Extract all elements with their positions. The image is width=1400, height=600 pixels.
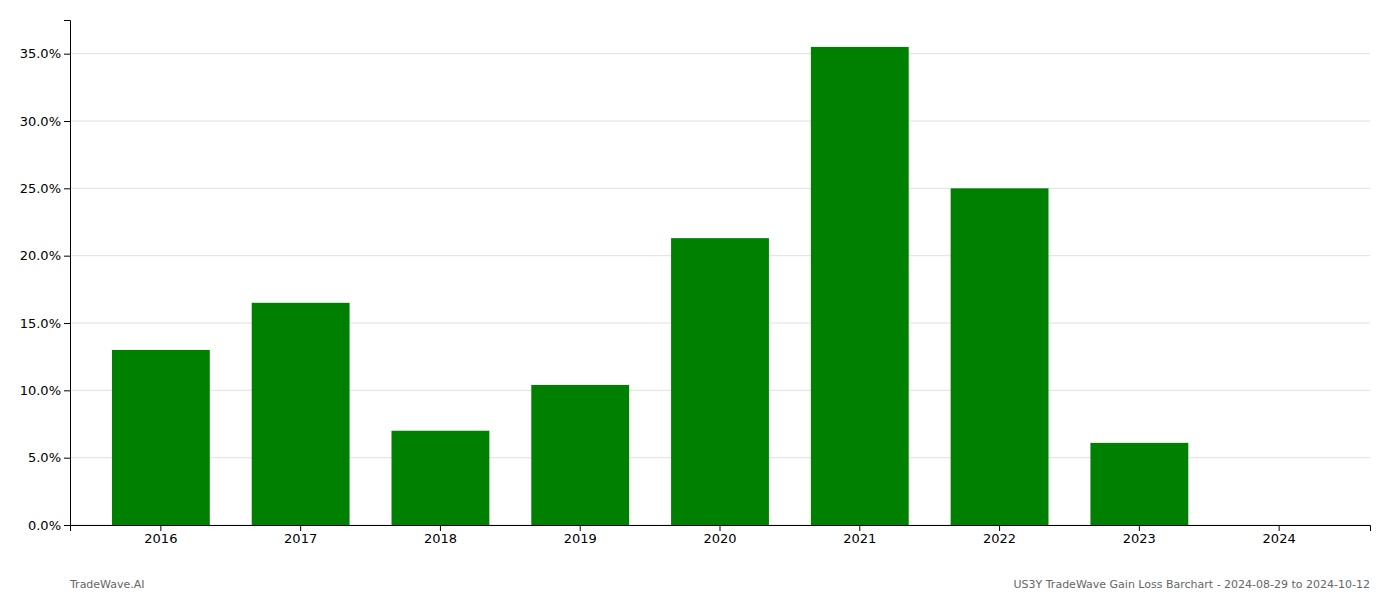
annotation: TradeWave.AI [69, 578, 145, 591]
x-tick-mark [440, 525, 441, 531]
y-tick-mark [64, 256, 70, 257]
x-tick-mark [859, 525, 860, 531]
y-tick-label: 25.0% [20, 181, 61, 196]
bar [392, 431, 490, 525]
bar [1230, 525, 1328, 526]
bar [531, 385, 629, 525]
x-tick-mark [300, 525, 301, 531]
bar [1090, 443, 1188, 525]
y-tick-mark [64, 458, 70, 459]
y-tick-mark [64, 390, 70, 391]
x-tick: 2017 [284, 525, 317, 546]
x-tick: 2020 [703, 525, 736, 546]
y-tick-mark [64, 525, 70, 526]
x-tick-mark [1139, 525, 1140, 531]
x-tick: 2021 [843, 525, 876, 546]
x-tick-mark [999, 525, 1000, 531]
plot-area: 0.0% 5.0% 10.0% 15.0% 20.0% 25.0% 30.0% 35.0% 20… [20, 21, 1371, 547]
y-tick-mark [64, 54, 70, 55]
annotations: TradeWave.AI US3Y TradeWave Gain Loss Bar… [69, 578, 1370, 591]
x-tick-label: 2023 [1123, 531, 1156, 546]
y-tick-label: 30.0% [20, 114, 61, 129]
x-tick: 2019 [564, 525, 597, 546]
grid-line [70, 121, 1370, 122]
y-tick-label: 35.0% [20, 46, 61, 61]
y-axis-line [64, 21, 71, 526]
x-tick-label: 2024 [1263, 531, 1296, 546]
y-tick-label: 20.0% [20, 248, 61, 263]
x-tick-label: 2020 [703, 531, 736, 546]
y-tick: 5.0% [28, 450, 70, 465]
y-tick-label: 0.0% [28, 518, 61, 533]
y-tick: 0.0% [28, 518, 70, 533]
grid-line [70, 53, 1370, 54]
chart-container: 0.0% 5.0% 10.0% 15.0% 20.0% 25.0% 30.0% 35.0% 20… [0, 0, 1400, 600]
y-tick: 30.0% [20, 114, 70, 129]
bar [811, 47, 909, 525]
x-tick-label: 2016 [144, 531, 177, 546]
bar [671, 238, 769, 525]
x-tick-mark [160, 525, 161, 531]
y-tick: 20.0% [20, 248, 70, 263]
y-tick: 35.0% [20, 46, 70, 61]
bar [951, 188, 1049, 525]
y-tick-mark [64, 323, 70, 324]
y-tick: 15.0% [20, 316, 70, 331]
x-tick: 2022 [983, 525, 1016, 546]
x-tick-label: 2017 [284, 531, 317, 546]
x-tick-mark [1279, 525, 1280, 531]
x-tick-label: 2019 [564, 531, 597, 546]
x-tick: 2016 [144, 525, 177, 546]
y-tick: 25.0% [20, 181, 70, 196]
x-tick-label: 2018 [424, 531, 457, 546]
x-axis: 2016 2017 2018 2019 2020 2021 2022 2023 2024 [71, 525, 1371, 546]
y-tick: 10.0% [20, 383, 70, 398]
x-axis-line [71, 526, 1371, 532]
x-tick: 2018 [424, 525, 457, 546]
x-tick: 2023 [1123, 525, 1156, 546]
grid-line [70, 188, 1370, 189]
bars [112, 47, 1188, 525]
y-axis: 0.0% 5.0% 10.0% 15.0% 20.0% 25.0% 30.0% 35.0% [20, 21, 71, 533]
x-tick-mark [580, 525, 581, 531]
y-tick-label: 5.0% [28, 450, 61, 465]
x-tick-mark [720, 525, 721, 531]
bar [112, 350, 210, 525]
y-tick-mark [64, 188, 70, 189]
chart-svg: 0.0% 5.0% 10.0% 15.0% 20.0% 25.0% 30.0% 35.0% 20… [0, 0, 1400, 600]
annotation: US3Y TradeWave Gain Loss Barchart - 2024… [1014, 578, 1370, 591]
x-tick-label: 2022 [983, 531, 1016, 546]
y-tick-label: 15.0% [20, 316, 61, 331]
y-tick-label: 10.0% [20, 383, 61, 398]
y-tick-mark [64, 121, 70, 122]
bar [252, 303, 350, 525]
x-tick-label: 2021 [843, 531, 876, 546]
grid [70, 54, 1370, 525]
x-tick: 2024 [1263, 525, 1296, 546]
